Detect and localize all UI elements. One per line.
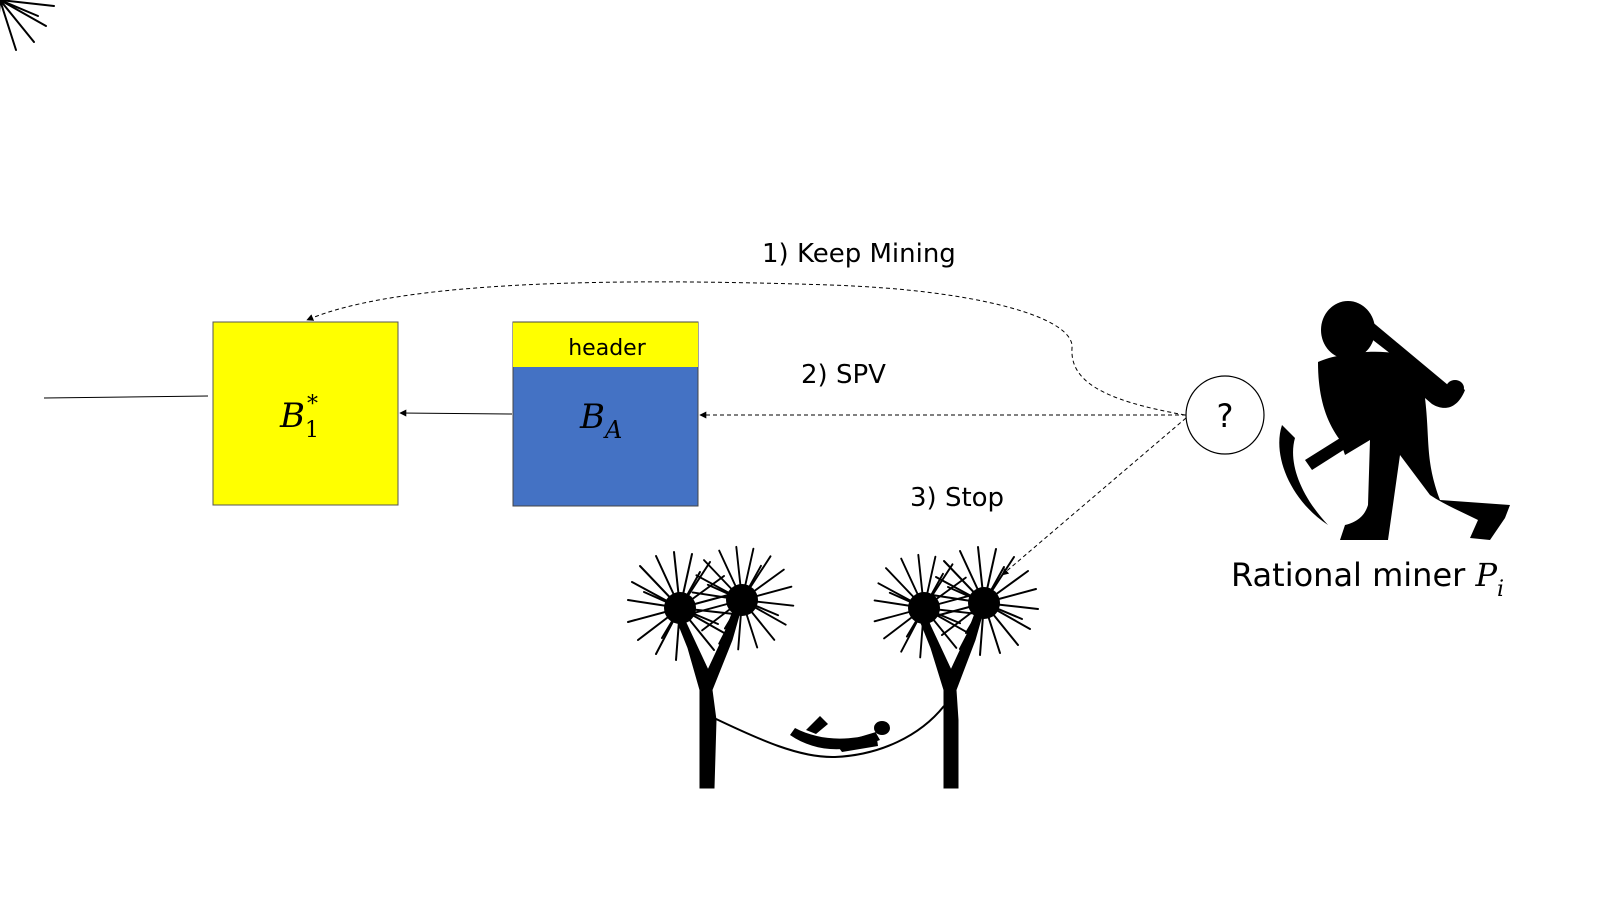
block-ba-symbol: B [579, 397, 605, 437]
miner-label-text: Rational miner [1231, 556, 1475, 594]
block-b1-superscript: * [307, 392, 318, 417]
miner-label-subscript: i [1497, 577, 1504, 602]
decision-symbol: ? [1217, 397, 1234, 435]
block-ba-label: BA [579, 397, 622, 444]
arrow-stop [1001, 417, 1187, 576]
block-b1-star[interactable] [212, 321, 399, 506]
miner-label-symbol: P [1474, 556, 1497, 594]
block-ba-header-label: header [568, 336, 646, 361]
decision-node[interactable] [1185, 375, 1265, 455]
miner-with-pickaxe-icon [1279, 301, 1510, 540]
miner-label: Rational miner Pi [1231, 556, 1504, 602]
block-b1-symbol: B [279, 396, 305, 436]
option-spv-label: 2) SPV [801, 360, 886, 390]
option-stop-label: 3) Stop [910, 483, 1004, 513]
block-b1-subscript: 1 [305, 418, 319, 443]
block-ba-header [513, 322, 698, 367]
option-keep-mining-label: 1) Keep Mining [762, 239, 956, 269]
chain-link-incoming [43, 395, 209, 399]
block-ba-subscript: A [603, 416, 622, 444]
palm-trees-hammock-icon [0, 0, 1039, 789]
block-b1-label: B1* [279, 392, 319, 443]
chain-link-ba-to-b1 [399, 409, 513, 417]
arrow-keep-mining [306, 281, 1186, 416]
